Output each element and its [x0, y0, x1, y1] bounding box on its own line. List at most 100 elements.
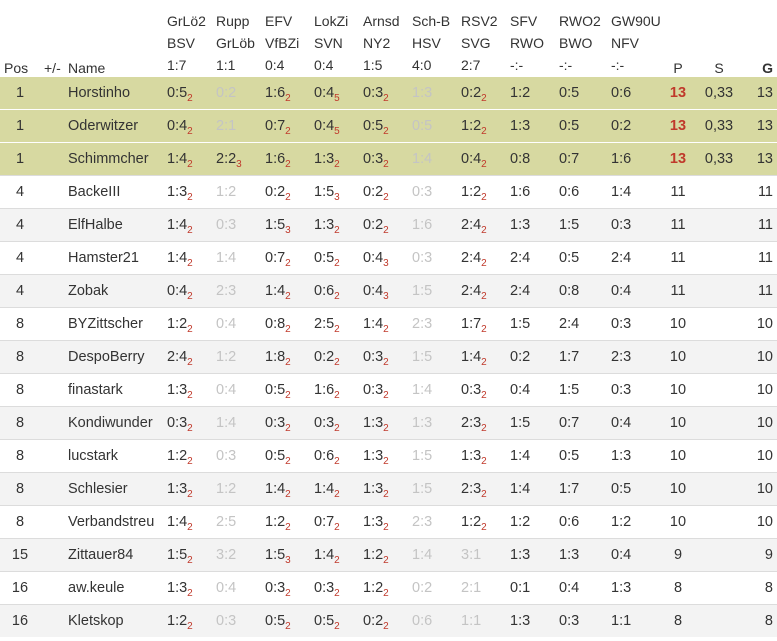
s-cell: [697, 373, 741, 407]
header-match-line: Sch-B: [412, 13, 451, 29]
tip-value: 0:3: [611, 382, 632, 398]
tip-cell: 0:4: [607, 274, 659, 308]
header-match[interactable]: GrLö2 BSV 1:7: [163, 0, 212, 77]
tip-value: 0:2: [363, 217, 384, 233]
s-cell: [697, 208, 741, 242]
points-cell: 13: [659, 109, 697, 143]
diff-cell: [40, 340, 64, 374]
table-row[interactable]: 8 lucstark 1:22 0:3 0:52 0:62 1:32 1:5 1:32 1:4 0:…: [0, 439, 777, 473]
tip-cell: 1:53: [261, 208, 310, 242]
tip-value: 0:5: [559, 118, 580, 134]
tip-value: 1:2: [461, 514, 482, 530]
tip-value: 3:1: [461, 547, 482, 563]
tip-points: 2: [383, 423, 389, 434]
diff-cell: [40, 109, 64, 143]
player-name[interactable]: Schlesier: [64, 472, 163, 506]
header-match[interactable]: LokZi SVN 0:4: [310, 0, 359, 77]
tip-cell: 0:7: [555, 142, 607, 176]
tip-cell: 0:3: [212, 439, 261, 473]
tip-points: 2: [334, 225, 340, 236]
g-cell: 10: [741, 307, 777, 341]
tip-cell: 0:3: [607, 208, 659, 242]
table-row[interactable]: 4 ElfHalbe 1:42 0:3 1:53 1:32 0:22 1:6 2:42 1:3 1:…: [0, 208, 777, 242]
tip-cell: 1:4: [607, 175, 659, 209]
player-name[interactable]: Zobak: [64, 274, 163, 308]
player-name[interactable]: BackeIII: [64, 175, 163, 209]
tip-value: 1:3: [363, 415, 384, 431]
player-name[interactable]: aw.keule: [64, 571, 163, 605]
table-row[interactable]: 1 Schimmcher 1:42 2:23 1:62 1:32 0:32 1:4 0:42 0:…: [0, 142, 777, 176]
table-row[interactable]: 4 Hamster21 1:42 1:4 0:72 0:52 0:43 0:3 2:42 2:4 0…: [0, 241, 777, 275]
header-match[interactable]: Sch-B HSV 4:0: [408, 0, 457, 77]
points-cell: 10: [659, 307, 697, 341]
player-name[interactable]: lucstark: [64, 439, 163, 473]
header-match[interactable]: GW90U NFV -:-: [607, 0, 661, 77]
header-g[interactable]: G: [762, 60, 773, 76]
table-row[interactable]: 8 Schlesier 1:32 1:2 1:42 1:42 1:32 1:5 2:32 1:4 1…: [0, 472, 777, 506]
tip-value: 1:7: [461, 316, 482, 332]
player-name[interactable]: Zittauer84: [64, 538, 163, 572]
header-points[interactable]: P: [673, 60, 683, 76]
player-name[interactable]: Kletskop: [64, 604, 163, 637]
table-row[interactable]: 8 BYZittscher 1:22 0:4 0:82 2:52 1:42 2:3 1:72 1:…: [0, 307, 777, 341]
table-row[interactable]: 8 finastark 1:32 0:4 0:52 1:62 0:32 1:4 0:32 0:4 1…: [0, 373, 777, 407]
tip-value: 0:3: [363, 382, 384, 398]
table-row[interactable]: 15 Zittauer84 1:52 3:2 1:53 1:42 1:22 1:4 3:1 1:3…: [0, 538, 777, 572]
table-row[interactable]: 8 DespoBerry 2:42 1:2 1:82 0:22 0:32 1:5 1:42 0:2…: [0, 340, 777, 374]
tip-cell: 1:2: [212, 340, 261, 374]
tip-cell: 1:5: [555, 208, 607, 242]
table-row[interactable]: 1 Oderwitzer 0:42 2:1 0:72 0:45 0:52 0:5 1:22 1:3…: [0, 109, 777, 143]
player-name[interactable]: Kondiwunder: [64, 406, 163, 440]
tip-cell: 2:42: [163, 340, 212, 374]
tip-value: 2:3: [216, 283, 237, 299]
tip-value: 0:3: [216, 448, 237, 464]
header-match[interactable]: SFV RWO -:-: [506, 0, 555, 77]
header-match[interactable]: Arnsd NY2 1:5: [359, 0, 408, 77]
header-match[interactable]: Rupp GrLöb 1:1: [212, 0, 261, 77]
tip-value: 1:5: [412, 349, 433, 365]
table-row[interactable]: 1 Horstinho 0:52 0:2 1:62 0:45 0:32 1:3 0:22 1:2 0…: [0, 76, 777, 110]
player-name[interactable]: DespoBerry: [64, 340, 163, 374]
table-row[interactable]: 8 Kondiwunder 0:32 1:4 0:32 0:32 1:32 1:3 2:32 1:…: [0, 406, 777, 440]
header-diff[interactable]: +/-: [44, 60, 61, 76]
table-row[interactable]: 4 Zobak 0:42 2:3 1:42 0:62 0:43 1:5 2:42 2:4 0:8 0:…: [0, 274, 777, 308]
player-name[interactable]: Oderwitzer: [64, 109, 163, 143]
player-name[interactable]: finastark: [64, 373, 163, 407]
tip-value: 0:5: [314, 250, 335, 266]
table-row[interactable]: 16 Kletskop 1:22 0:3 0:52 0:52 0:22 0:6 1:1 1:3 0:…: [0, 604, 777, 637]
header-match[interactable]: RWO2 BWO -:-: [555, 0, 607, 77]
tip-points: 2: [285, 456, 291, 467]
header-match-line: BSV: [167, 35, 196, 51]
tip-cell: 1:1: [457, 604, 506, 637]
tip-cell: 1:32: [163, 571, 212, 605]
tip-value: 1:4: [216, 250, 237, 266]
tip-value: 1:3: [559, 547, 580, 563]
header-match-line: -:-: [510, 57, 524, 73]
player-name[interactable]: Verbandstreu: [64, 505, 163, 539]
player-name[interactable]: BYZittscher: [64, 307, 163, 341]
header-match[interactable]: EFV VfBZi 0:4: [261, 0, 310, 77]
table-row[interactable]: 16 aw.keule 1:32 0:4 0:32 0:32 1:22 0:2 2:1 0:1 0:…: [0, 571, 777, 605]
tip-value: 0:4: [363, 283, 384, 299]
tip-points: 2: [187, 159, 193, 170]
player-name[interactable]: Hamster21: [64, 241, 163, 275]
table-row[interactable]: 4 BackeIII 1:32 1:2 0:22 1:53 0:22 0:3 1:22 1:6 0:…: [0, 175, 777, 209]
tip-cell: 0:42: [163, 274, 212, 308]
header-name[interactable]: Name: [68, 60, 106, 76]
player-name[interactable]: Horstinho: [64, 76, 163, 110]
tip-cell: 0:32: [359, 142, 408, 176]
tip-cell: 1:1: [607, 604, 659, 637]
player-name[interactable]: ElfHalbe: [64, 208, 163, 242]
header-pos[interactable]: Pos: [4, 60, 29, 76]
player-name[interactable]: Schimmcher: [64, 142, 163, 176]
tip-value: 0:5: [559, 250, 580, 266]
tip-cell: 1:32: [310, 208, 359, 242]
header-match[interactable]: RSV2 SVG 2:7: [457, 0, 506, 77]
tip-value: 1:4: [461, 349, 482, 365]
tip-value: 1:4: [167, 151, 188, 167]
header-s[interactable]: S: [714, 60, 724, 76]
table-row[interactable]: 8 Verbandstreu 1:42 2:5 1:22 0:72 1:32 2:3 1:22 1…: [0, 505, 777, 539]
tip-value: 2:4: [461, 217, 482, 233]
tip-cell: 3:1: [457, 538, 506, 572]
tip-value: 0:6: [314, 283, 335, 299]
